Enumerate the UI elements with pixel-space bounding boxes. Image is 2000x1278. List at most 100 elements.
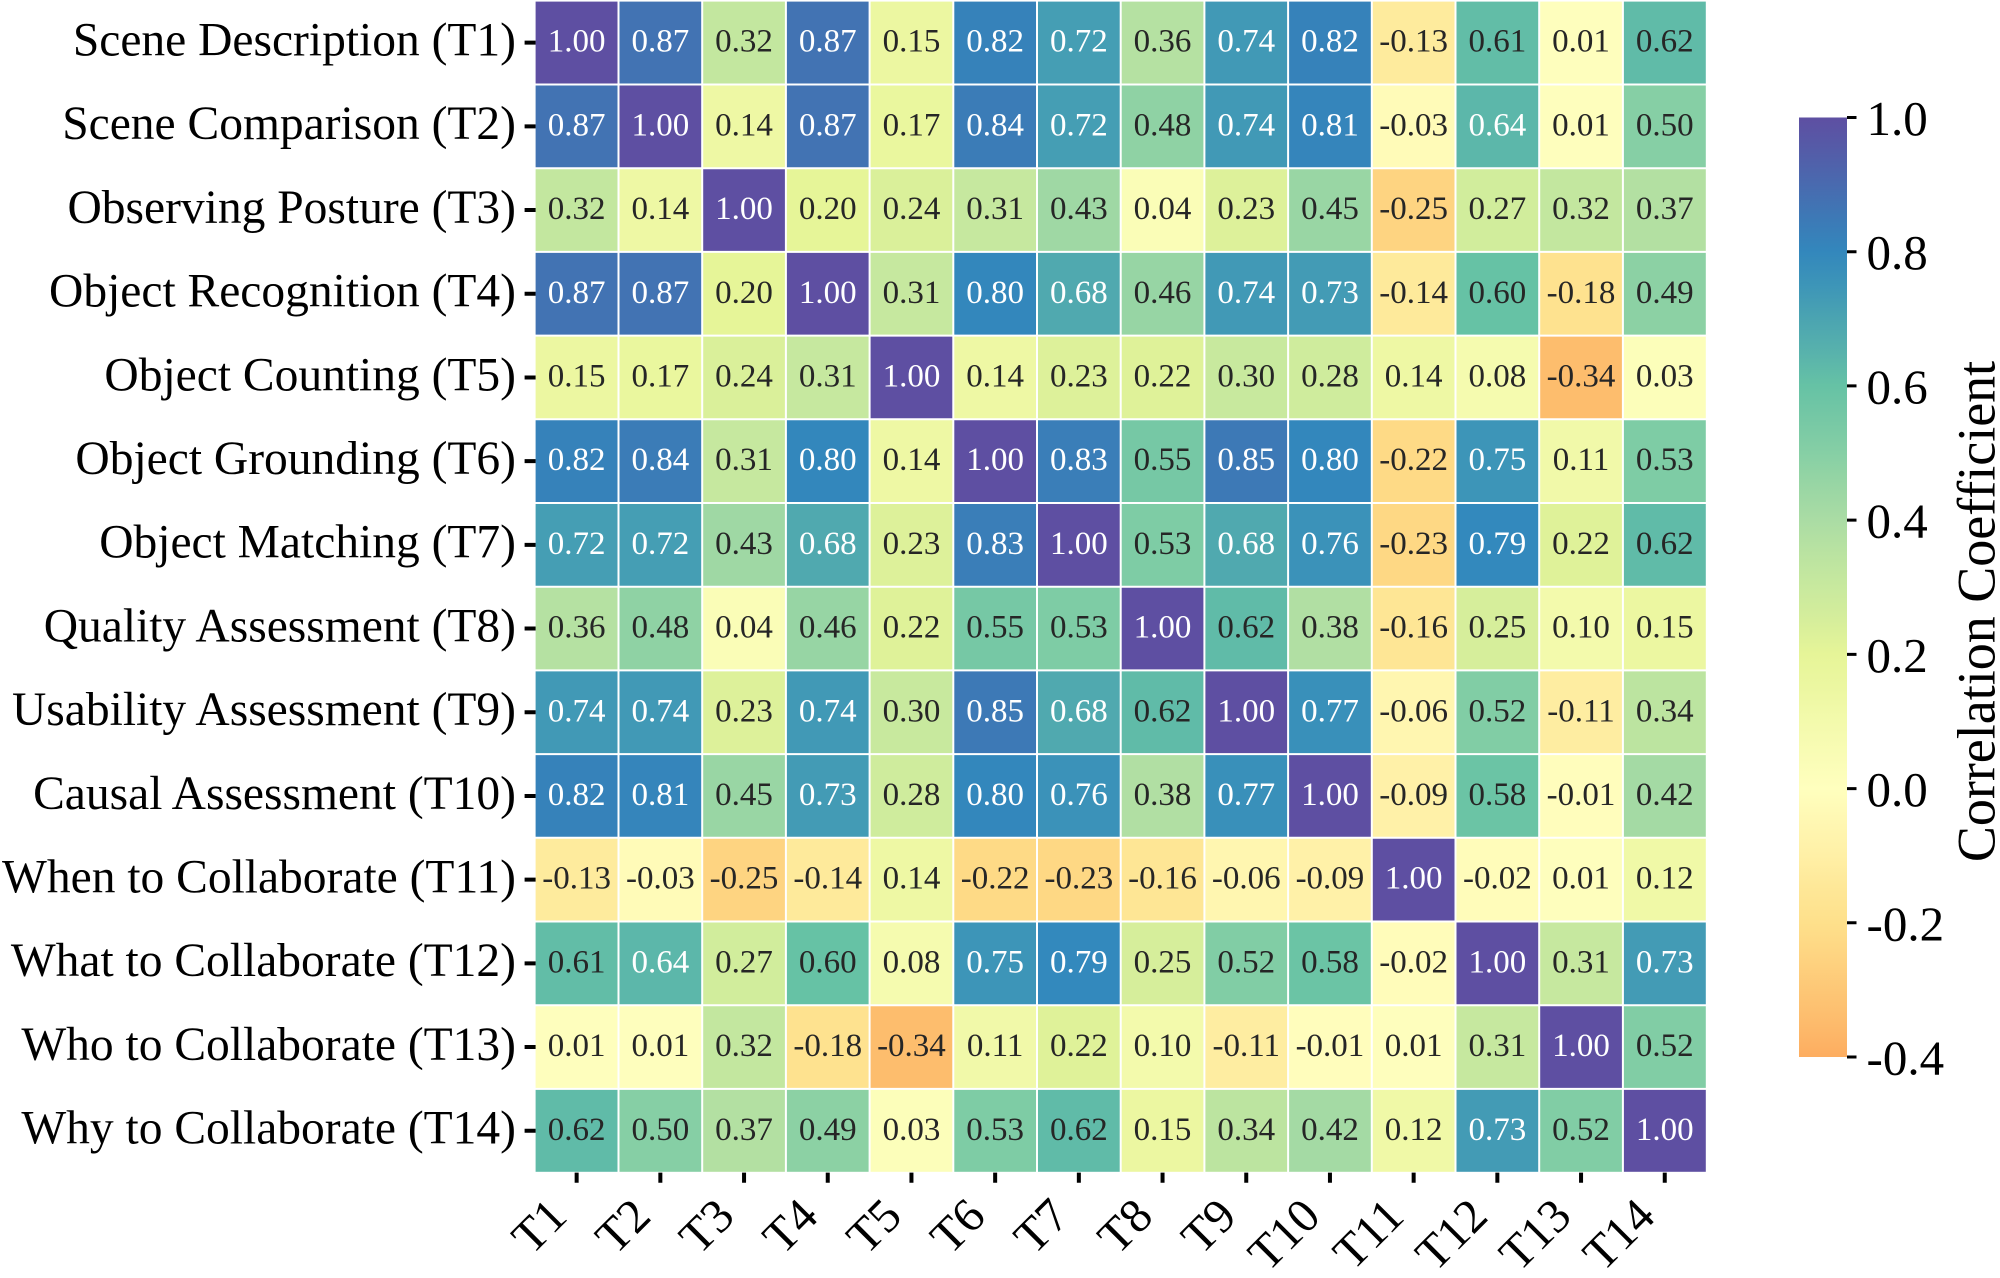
- svg-text:0.77: 0.77: [1217, 777, 1275, 813]
- svg-text:0.15: 0.15: [1636, 610, 1694, 646]
- svg-text:What to Collaborate (T12): What to Collaborate (T12): [11, 935, 516, 987]
- svg-text:0.37: 0.37: [1636, 191, 1694, 227]
- svg-text:0.25: 0.25: [1134, 944, 1192, 980]
- svg-text:0.10: 0.10: [1134, 1028, 1192, 1064]
- svg-text:0.37: 0.37: [715, 1112, 773, 1148]
- svg-text:0.31: 0.31: [715, 442, 773, 478]
- svg-text:0.52: 0.52: [1468, 693, 1526, 729]
- svg-text:0.23: 0.23: [715, 693, 773, 729]
- svg-text:0.31: 0.31: [1468, 1028, 1526, 1064]
- svg-text:Object Recognition (T4): Object Recognition (T4): [49, 266, 516, 318]
- svg-text:-0.23: -0.23: [1379, 526, 1448, 562]
- svg-text:-0.06: -0.06: [1212, 861, 1281, 897]
- svg-text:0.62: 0.62: [1217, 610, 1275, 646]
- svg-text:0.52: 0.52: [1217, 944, 1275, 980]
- svg-text:-0.13: -0.13: [542, 861, 611, 897]
- svg-text:0.20: 0.20: [715, 275, 773, 311]
- svg-text:0.75: 0.75: [1468, 442, 1526, 478]
- svg-text:0.22: 0.22: [1134, 358, 1192, 394]
- svg-text:Why to Collaborate (T14): Why to Collaborate (T14): [21, 1103, 516, 1155]
- svg-text:0.81: 0.81: [1301, 107, 1359, 143]
- svg-text:-0.14: -0.14: [793, 861, 862, 897]
- svg-text:0.46: 0.46: [1134, 275, 1192, 311]
- svg-text:1.00: 1.00: [1636, 1112, 1694, 1148]
- svg-text:0.72: 0.72: [1050, 24, 1108, 60]
- svg-text:Scene Description (T1): Scene Description (T1): [73, 14, 516, 66]
- svg-text:0.45: 0.45: [715, 777, 773, 813]
- svg-text:-0.22: -0.22: [1379, 442, 1448, 478]
- svg-text:0.55: 0.55: [966, 610, 1024, 646]
- svg-text:0.20: 0.20: [799, 191, 857, 227]
- svg-text:0.74: 0.74: [1217, 107, 1275, 143]
- svg-text:0.84: 0.84: [966, 107, 1024, 143]
- svg-text:0.75: 0.75: [966, 944, 1024, 980]
- svg-text:0.73: 0.73: [1301, 275, 1359, 311]
- svg-text:0.53: 0.53: [966, 1112, 1024, 1148]
- svg-text:-0.09: -0.09: [1296, 861, 1365, 897]
- svg-text:0.87: 0.87: [631, 24, 689, 60]
- svg-text:0.34: 0.34: [1217, 1112, 1275, 1148]
- svg-text:0.82: 0.82: [548, 442, 606, 478]
- svg-text:0.74: 0.74: [548, 693, 606, 729]
- svg-text:0.4: 0.4: [1867, 494, 1928, 549]
- svg-text:0.87: 0.87: [548, 275, 606, 311]
- svg-text:0.87: 0.87: [799, 24, 857, 60]
- svg-text:-0.34: -0.34: [877, 1028, 946, 1064]
- svg-text:0.62: 0.62: [1636, 24, 1694, 60]
- svg-text:1.00: 1.00: [883, 358, 941, 394]
- svg-text:0.53: 0.53: [1636, 442, 1694, 478]
- svg-text:0.74: 0.74: [631, 693, 689, 729]
- svg-text:0.38: 0.38: [1301, 610, 1359, 646]
- svg-text:0.60: 0.60: [1468, 275, 1526, 311]
- svg-text:0.62: 0.62: [1134, 693, 1192, 729]
- svg-text:-0.03: -0.03: [1379, 107, 1448, 143]
- svg-text:0.76: 0.76: [1301, 526, 1359, 562]
- svg-text:-0.01: -0.01: [1296, 1028, 1365, 1064]
- svg-text:0.11: 0.11: [967, 1028, 1024, 1064]
- svg-text:0.52: 0.52: [1552, 1112, 1610, 1148]
- svg-text:0.23: 0.23: [1050, 358, 1108, 394]
- svg-text:0.77: 0.77: [1301, 693, 1359, 729]
- svg-text:0.12: 0.12: [1385, 1112, 1443, 1148]
- svg-text:1.00: 1.00: [799, 275, 857, 311]
- svg-text:0.23: 0.23: [1217, 191, 1275, 227]
- svg-text:0.82: 0.82: [1301, 24, 1359, 60]
- svg-text:0.85: 0.85: [1217, 442, 1275, 478]
- svg-text:0.38: 0.38: [1134, 777, 1192, 813]
- svg-text:0.64: 0.64: [1468, 107, 1526, 143]
- svg-text:0.46: 0.46: [799, 610, 857, 646]
- svg-text:0.14: 0.14: [715, 107, 773, 143]
- svg-text:-0.02: -0.02: [1463, 861, 1532, 897]
- svg-text:0.17: 0.17: [631, 358, 689, 394]
- svg-text:-0.25: -0.25: [710, 861, 779, 897]
- svg-text:0.14: 0.14: [883, 861, 941, 897]
- svg-text:0.28: 0.28: [883, 777, 941, 813]
- svg-text:0.73: 0.73: [1468, 1112, 1526, 1148]
- svg-text:1.00: 1.00: [966, 442, 1024, 478]
- svg-text:1.00: 1.00: [1385, 861, 1443, 897]
- svg-text:0.8: 0.8: [1867, 225, 1928, 280]
- svg-text:0.72: 0.72: [1050, 107, 1108, 143]
- svg-text:0.24: 0.24: [715, 358, 773, 394]
- svg-text:0.87: 0.87: [799, 107, 857, 143]
- svg-text:1.00: 1.00: [1301, 777, 1359, 813]
- svg-text:Correlation Coefficient: Correlation Coefficient: [1947, 361, 2000, 862]
- svg-text:0.36: 0.36: [548, 610, 606, 646]
- svg-text:0.61: 0.61: [1468, 24, 1526, 60]
- svg-text:0.31: 0.31: [1552, 944, 1610, 980]
- svg-text:Object Counting (T5): Object Counting (T5): [104, 349, 516, 401]
- svg-text:0.50: 0.50: [1636, 107, 1694, 143]
- svg-text:0.85: 0.85: [966, 693, 1024, 729]
- svg-text:1.00: 1.00: [1552, 1028, 1610, 1064]
- svg-text:0.17: 0.17: [883, 107, 941, 143]
- svg-text:0.83: 0.83: [966, 526, 1024, 562]
- svg-text:0.53: 0.53: [1134, 526, 1192, 562]
- svg-text:0.6: 0.6: [1867, 359, 1928, 414]
- svg-text:0.24: 0.24: [883, 191, 941, 227]
- svg-text:-0.09: -0.09: [1379, 777, 1448, 813]
- svg-text:0.10: 0.10: [1552, 610, 1610, 646]
- svg-text:0.76: 0.76: [1050, 777, 1108, 813]
- svg-text:-0.23: -0.23: [1044, 861, 1113, 897]
- svg-text:-0.18: -0.18: [793, 1028, 862, 1064]
- svg-text:0.80: 0.80: [966, 275, 1024, 311]
